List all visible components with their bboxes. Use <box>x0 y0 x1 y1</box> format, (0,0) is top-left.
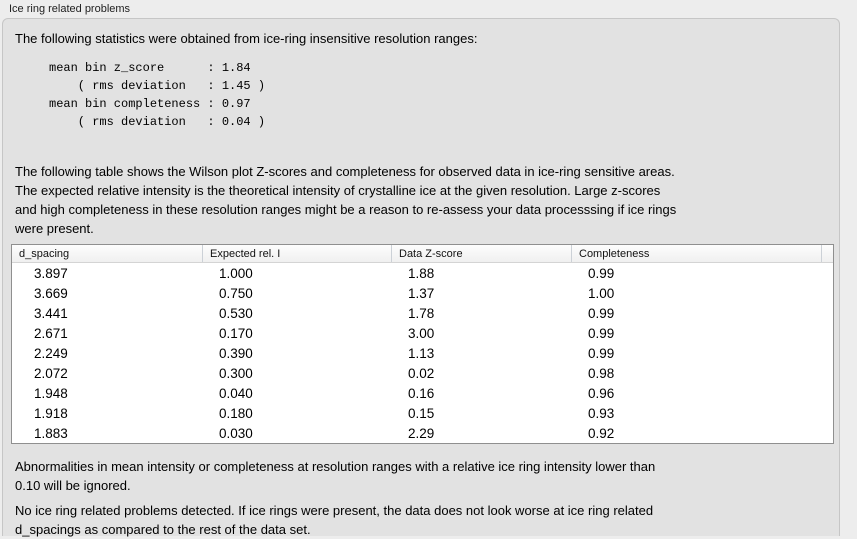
table-cell: 0.92 <box>588 425 615 441</box>
table-cell: 0.180 <box>219 405 253 421</box>
table-column-header[interactable]: d_spacing <box>12 245 203 262</box>
table-cell: 1.37 <box>408 285 435 301</box>
table-cell: 1.13 <box>408 345 435 361</box>
table-cell: 1.918 <box>34 405 68 421</box>
table-cell: 0.530 <box>219 305 253 321</box>
table-cell: 0.99 <box>588 305 615 321</box>
table-column-header[interactable]: Data Z-score <box>392 245 572 262</box>
table-cell: 3.00 <box>408 325 435 341</box>
table-column-header[interactable]: Completeness <box>572 245 822 262</box>
table-row[interactable]: 3.669 0.750 1.37 1.00 <box>12 283 833 303</box>
table-row[interactable]: 1.883 0.030 2.29 0.92 <box>12 423 833 443</box>
table-cell: 0.99 <box>588 325 615 341</box>
table-cell: 0.93 <box>588 405 615 421</box>
table-cell: 0.390 <box>219 345 253 361</box>
table-cell: 1.88 <box>408 265 435 281</box>
table-row[interactable]: 1.918 0.180 0.15 0.93 <box>12 403 833 423</box>
stats-intro-text: The following statistics were obtained f… <box>15 31 478 46</box>
table-cell: 0.96 <box>588 385 615 401</box>
ice-ring-table-header: d_spacing Expected rel. I Data Z-score Comp… <box>12 245 833 263</box>
table-column-header[interactable]: Expected rel. I <box>203 245 392 262</box>
table-row[interactable]: 2.072 0.300 0.02 0.98 <box>12 363 833 383</box>
table-cell: 0.170 <box>219 325 253 341</box>
table-header-spacer <box>822 245 833 262</box>
table-cell: 1.78 <box>408 305 435 321</box>
table-cell: 1.883 <box>34 425 68 441</box>
table-cell: 0.99 <box>588 345 615 361</box>
table-cell: 0.98 <box>588 365 615 381</box>
table-cell: 0.99 <box>588 265 615 281</box>
table-row[interactable]: 2.671 0.170 3.00 0.99 <box>12 323 833 343</box>
table-row[interactable]: 2.249 0.390 1.13 0.99 <box>12 343 833 363</box>
table-cell: 0.030 <box>219 425 253 441</box>
ignore-threshold-note: Abnormalities in mean intensity or compl… <box>15 459 656 493</box>
section-title: Ice ring related problems <box>9 3 131 15</box>
table-cell: 2.29 <box>408 425 435 441</box>
table-cell: 0.16 <box>408 385 435 401</box>
table-cell: 3.441 <box>34 305 68 321</box>
table-cell: 0.040 <box>219 385 253 401</box>
table-cell: 0.15 <box>408 405 435 421</box>
table-cell: 3.897 <box>34 265 68 281</box>
conclusion-text: No ice ring related problems detected. I… <box>15 503 654 537</box>
table-cell: 2.072 <box>34 365 68 381</box>
ice-ring-table: d_spacing Expected rel. I Data Z-score Comp… <box>11 244 834 444</box>
stats-summary-block: mean bin z_score : 1.84 ( rms deviation … <box>49 61 266 129</box>
table-description-text: The following table shows the Wilson plo… <box>15 164 677 236</box>
table-cell: 1.00 <box>588 285 615 301</box>
table-cell: 2.249 <box>34 345 68 361</box>
table-cell: 2.671 <box>34 325 68 341</box>
table-cell: 0.02 <box>408 365 435 381</box>
table-cell: 0.300 <box>219 365 253 381</box>
table-cell: 3.669 <box>34 285 68 301</box>
table-row[interactable]: 3.897 1.000 1.88 0.99 <box>12 263 833 283</box>
ice-ring-report-panel: The following statistics were obtained f… <box>2 18 840 537</box>
table-row[interactable]: 3.441 0.530 1.78 0.99 <box>12 303 833 323</box>
ice-ring-table-body: 3.897 1.000 1.88 0.99 3.669 0.750 1.37 1.00 3.44… <box>12 263 833 443</box>
table-cell: 1.000 <box>219 265 253 281</box>
table-cell: 0.750 <box>219 285 253 301</box>
table-row[interactable]: 1.948 0.040 0.16 0.96 <box>12 383 833 403</box>
table-cell: 1.948 <box>34 385 68 401</box>
